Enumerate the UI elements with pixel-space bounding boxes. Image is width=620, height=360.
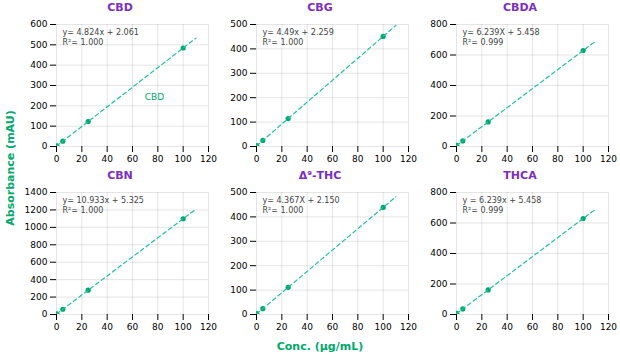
svg-text:CBD: CBD xyxy=(145,92,164,102)
svg-text:20: 20 xyxy=(476,322,488,332)
svg-text:200: 200 xyxy=(430,279,447,289)
svg-text:y= 4.49x + 2.259R²= 1.000: y= 4.49x + 2.259R²= 1.000 xyxy=(263,28,334,47)
svg-text:20: 20 xyxy=(276,322,288,332)
svg-text:0: 0 xyxy=(254,154,260,164)
html-text:CBD: CBD xyxy=(107,1,133,14)
svg-text:800: 800 xyxy=(430,187,447,197)
svg-text:60: 60 xyxy=(327,322,339,332)
svg-text:y = 6.239x + 5.458R²= 0.999: y = 6.239x + 5.458R²= 0.999 xyxy=(463,196,542,215)
svg-text:40: 40 xyxy=(501,154,513,164)
svg-text:80: 80 xyxy=(352,322,364,332)
svg-text:300: 300 xyxy=(30,80,47,90)
svg-text:100: 100 xyxy=(175,322,192,332)
svg-text:y= 4.367X + 2.150R²= 1.000: y= 4.367X + 2.150R²= 1.000 xyxy=(263,196,340,215)
svg-text:400: 400 xyxy=(230,212,247,222)
svg-text:0: 0 xyxy=(454,154,460,164)
svg-text:1400: 1400 xyxy=(25,187,48,197)
svg-text:40: 40 xyxy=(301,154,313,164)
svg-text:100: 100 xyxy=(375,154,392,164)
svg-text:0: 0 xyxy=(54,154,60,164)
svg-text:80: 80 xyxy=(152,322,164,332)
svg-text:120: 120 xyxy=(600,154,617,164)
svg-text:80: 80 xyxy=(552,154,564,164)
svg-text:60: 60 xyxy=(327,154,339,164)
html-text:THCA: THCA xyxy=(503,169,537,182)
svg-text:500: 500 xyxy=(230,187,247,197)
svg-text:40: 40 xyxy=(501,322,513,332)
svg-text:400: 400 xyxy=(430,80,447,90)
svg-text:y= 6.239X + 5.458R²= 0.999: y= 6.239X + 5.458R²= 0.999 xyxy=(463,28,540,47)
svg-text:60: 60 xyxy=(527,154,539,164)
svg-text:500: 500 xyxy=(230,19,247,29)
svg-text:100: 100 xyxy=(230,117,247,127)
html-text:CBDA: CBDA xyxy=(502,1,537,14)
svg-text:800: 800 xyxy=(30,240,47,250)
svg-text:600: 600 xyxy=(430,218,447,228)
svg-text:60: 60 xyxy=(527,322,539,332)
svg-text:600: 600 xyxy=(430,50,447,60)
svg-text:600: 600 xyxy=(30,257,47,267)
svg-text:120: 120 xyxy=(200,322,217,332)
svg-text:120: 120 xyxy=(200,154,217,164)
svg-text:40: 40 xyxy=(301,322,313,332)
svg-text:300: 300 xyxy=(230,68,247,78)
svg-text:20: 20 xyxy=(76,322,88,332)
svg-text:400: 400 xyxy=(30,275,47,285)
svg-text:y= 4.824x + 2.061R²= 1.000: y= 4.824x + 2.061R²= 1.000 xyxy=(63,28,139,47)
svg-text:300: 300 xyxy=(230,236,247,246)
svg-text:1200: 1200 xyxy=(25,205,48,215)
svg-text:80: 80 xyxy=(552,322,564,332)
svg-text:400: 400 xyxy=(30,60,47,70)
svg-text:120: 120 xyxy=(400,154,417,164)
svg-text:100: 100 xyxy=(175,154,192,164)
svg-text:20: 20 xyxy=(76,154,88,164)
html-text:CBN: CBN xyxy=(107,169,133,182)
svg-text:200: 200 xyxy=(230,93,247,103)
svg-text:120: 120 xyxy=(400,322,417,332)
svg-text:0: 0 xyxy=(442,141,448,151)
svg-text:0: 0 xyxy=(454,322,460,332)
html-text:CBG: CBG xyxy=(307,1,333,14)
svg-text:400: 400 xyxy=(430,248,447,258)
svg-text:200: 200 xyxy=(30,292,47,302)
svg-text:0: 0 xyxy=(54,322,60,332)
svg-text:0: 0 xyxy=(42,141,48,151)
svg-text:0: 0 xyxy=(254,322,260,332)
svg-text:0: 0 xyxy=(442,309,448,319)
svg-text:y= 10.933x + 5.325R²= 1.000: y= 10.933x + 5.325R²= 1.000 xyxy=(63,196,144,215)
svg-text:200: 200 xyxy=(430,111,447,121)
svg-text:0: 0 xyxy=(242,141,248,151)
svg-text:120: 120 xyxy=(600,322,617,332)
svg-text:40: 40 xyxy=(101,154,113,164)
svg-text:400: 400 xyxy=(230,44,247,54)
svg-text:40: 40 xyxy=(101,322,113,332)
svg-text:20: 20 xyxy=(476,154,488,164)
svg-text:800: 800 xyxy=(430,19,447,29)
svg-text:100: 100 xyxy=(230,285,247,295)
svg-text:60: 60 xyxy=(127,322,139,332)
svg-text:20: 20 xyxy=(276,154,288,164)
html-text:Absorbance (mAU): Absorbance (mAU) xyxy=(3,110,17,226)
svg-text:0: 0 xyxy=(42,309,48,319)
svg-text:100: 100 xyxy=(30,121,47,131)
svg-text:200: 200 xyxy=(230,261,247,271)
html-text:Δ⁹-THC: Δ⁹-THC xyxy=(298,169,342,182)
html-text:Conc. (µg/mL): Conc. (µg/mL) xyxy=(276,340,364,353)
svg-text:1000: 1000 xyxy=(25,222,48,232)
svg-text:100: 100 xyxy=(575,322,592,332)
svg-text:80: 80 xyxy=(352,154,364,164)
svg-text:200: 200 xyxy=(30,101,47,111)
svg-text:500: 500 xyxy=(30,40,47,50)
svg-text:600: 600 xyxy=(30,19,47,29)
svg-text:0: 0 xyxy=(242,309,248,319)
svg-text:100: 100 xyxy=(575,154,592,164)
svg-text:60: 60 xyxy=(127,154,139,164)
svg-text:100: 100 xyxy=(375,322,392,332)
svg-text:80: 80 xyxy=(152,154,164,164)
